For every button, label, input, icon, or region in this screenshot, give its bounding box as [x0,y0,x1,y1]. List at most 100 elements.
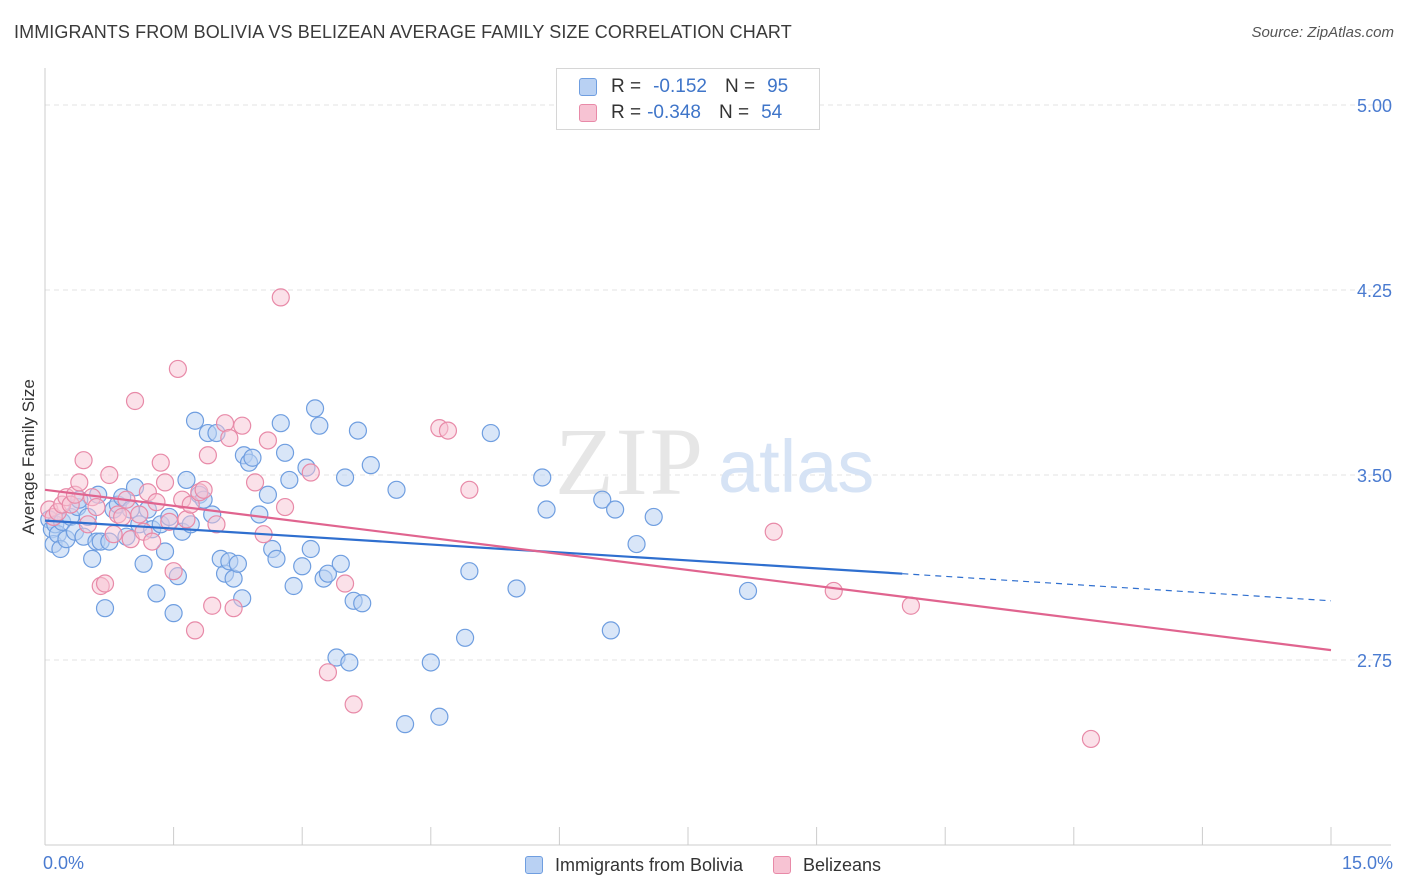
belizean-point [258,431,278,450]
belizean-point [125,391,145,411]
belizean-point [151,453,170,472]
source-label: Source: ZipAtlas.com [1251,24,1394,41]
belizean-point [155,473,175,492]
y-tick-label: 4.25 [1357,281,1392,301]
axes [44,68,1391,846]
y-tick-labels: 2.75 3.50 4.25 5.00 [1357,96,1392,671]
y-tick-label: 3.50 [1357,466,1392,486]
bolivia-point [275,443,295,462]
belizean-point [95,574,115,593]
belizean-point [203,596,222,615]
legend-row-bolivia: R = -0.152 N = 95 [579,73,788,101]
bolivia-point [395,715,415,734]
legend-r-label: R = [611,102,642,123]
belizean-point [460,480,479,499]
bolivia-point [533,468,552,487]
bolivia-point [627,534,646,554]
legend-swatch-pink [579,104,597,122]
watermark: ZIP atlas [555,408,874,515]
bolivia-point [387,480,406,499]
bolivia-point [134,554,153,573]
bolivia-point [310,416,329,435]
bolivia-point [348,421,368,440]
bolivia-point [537,500,556,519]
belizean-point [164,562,183,581]
belizean-point [87,497,106,517]
bolivia-point [340,653,359,672]
x-tick-label-max: 15.0% [1342,853,1393,873]
legend-top: R = -0.152 N = 95 R = -0.348 N = 54 [556,68,820,130]
bolivia-point [243,448,262,467]
bolivia-point [460,562,479,581]
bolivia-point [601,621,620,640]
trendline-bolivia-extension [902,573,1332,602]
bolivia-point [95,599,115,618]
bolivia-point [331,554,350,573]
belizean-point [74,451,93,470]
bolivia-point [280,470,299,490]
bolivia-point [738,581,758,601]
grid-lines [45,104,1391,661]
belizean-point [130,505,149,524]
belizean-point [198,446,217,465]
legend-swatch-blue [524,856,543,874]
legend-item-belizeans[interactable]: Belizeans [773,852,881,878]
bolivia-point [250,505,269,524]
legend-label-belizeans: Belizeans [803,854,882,875]
belizean-point [70,473,89,492]
belizean-point [245,473,265,492]
bolivia-point [228,554,247,573]
legend-n-label: N = [718,102,750,123]
y-tick-label: 2.75 [1357,651,1392,671]
bolivia-point [267,549,286,568]
legend-n-value: 54 [761,102,783,123]
belizean-point [301,463,320,482]
bolivia-point [318,564,338,583]
belizean-point [143,532,162,551]
belizean-point [438,421,458,440]
legend-row-belizeans: R = -0.348 N = 54 [579,99,782,127]
belizean-point [233,416,252,435]
legend-n-value: 95 [767,76,789,97]
belizean-point [194,480,213,499]
bolivia-point [644,507,663,527]
bolivia-point [305,399,325,418]
legend-r-value: -0.348 [647,102,701,123]
bolivia-point [593,490,612,509]
belizean-point [168,359,187,379]
trendlines [44,488,1332,652]
bolivia-point [455,628,475,647]
belizean-point [100,465,119,485]
bolivia-point [301,539,320,559]
belizean-point [764,522,783,541]
belizean-point [824,581,843,601]
belizean-point [344,695,363,714]
belizean-point [113,507,132,527]
bolivia-point [430,707,449,726]
bolivia-point [353,594,372,613]
bolivia-point [293,557,312,576]
belizean-point [275,497,295,517]
legend-r-label: R = [611,76,642,97]
legend-n-label: N = [724,76,756,97]
belizean-point [901,596,921,615]
bolivia-point [421,653,440,672]
x-tick-label-min: 0.0% [43,853,84,873]
bolivia-point [258,485,278,504]
legend-swatch-blue [579,78,597,96]
legend-swatch-pink [773,856,791,874]
belizean-point [224,599,243,618]
bolivia-point [177,470,196,490]
belizean-point [220,428,239,448]
bolivia-point [147,584,166,603]
legend-label-bolivia: Immigrants from Bolivia [554,854,743,875]
watermark-atlas: atlas [718,425,874,508]
y-axis-label: Average Family Size [19,379,38,535]
legend-item-bolivia[interactable]: Immigrants from Bolivia [524,852,743,878]
belizean-point [104,525,123,544]
x-tick-labels: 0.0% 15.0% [43,853,1393,873]
bolivia-point [164,604,183,623]
belizean-point [335,574,355,593]
bolivia-point [185,411,205,430]
bolivia-point [155,542,175,561]
